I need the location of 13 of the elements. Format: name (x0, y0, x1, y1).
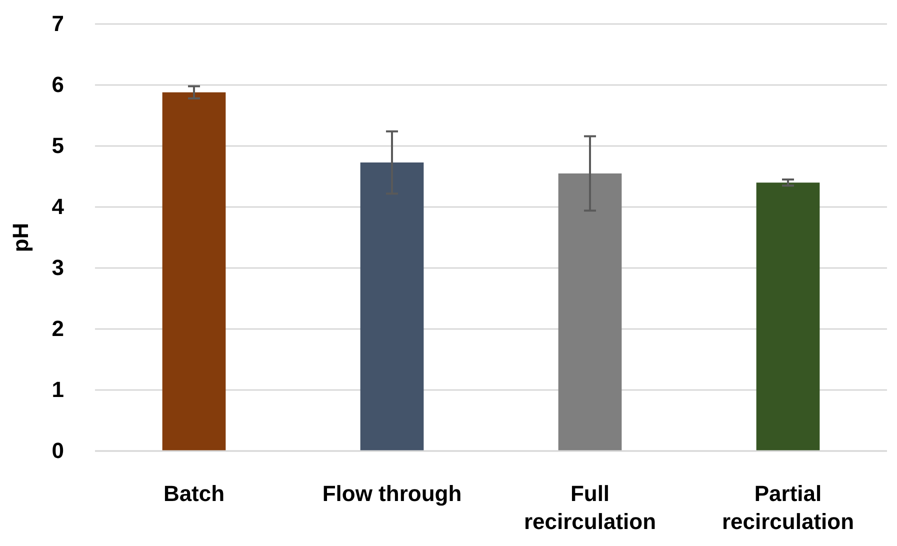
y-tick-label: 5 (52, 133, 64, 158)
x-tick-label: Batch (163, 481, 225, 506)
x-tick-label: Flow through (322, 481, 462, 506)
y-tick-label: 6 (52, 72, 64, 98)
x-tick-label: Partial recirculation (722, 481, 854, 534)
x-tick-label: Full recirculation (524, 481, 656, 534)
y-tick-label: 0 (52, 438, 64, 464)
y-tick-label: 4 (52, 194, 65, 220)
y-tick-label: 7 (52, 11, 64, 36)
y-axis-title: pH (8, 222, 33, 252)
y-tick-label: 2 (52, 316, 64, 342)
y-tick-label: 1 (52, 377, 64, 402)
y-tick-label: 3 (52, 255, 64, 280)
